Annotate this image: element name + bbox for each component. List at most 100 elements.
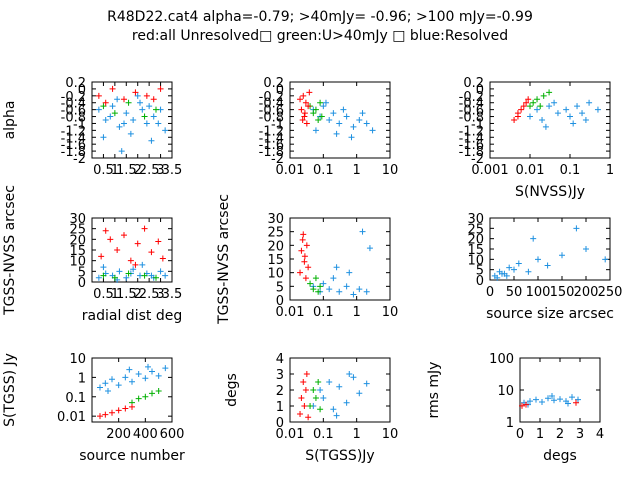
data-point-green xyxy=(317,283,324,290)
data-point-red xyxy=(301,113,308,120)
data-point-green xyxy=(111,110,118,117)
data-point-green xyxy=(318,113,325,120)
data-point-blue xyxy=(336,120,343,127)
data-point-blue xyxy=(551,397,557,404)
y-tick-label: 1 xyxy=(506,416,514,431)
data-point-red xyxy=(302,387,309,393)
y-tick-label: -0.4 xyxy=(259,97,284,112)
y-tick-label: -1 xyxy=(73,117,86,132)
data-point-blue xyxy=(542,123,549,130)
y-tick-label: -1.6 xyxy=(459,138,484,153)
data-point-blue xyxy=(359,228,366,235)
x-tick-label: 50 xyxy=(506,285,523,300)
data-point-blue xyxy=(343,399,350,406)
data-point-red xyxy=(306,89,313,96)
data-point-red xyxy=(297,269,304,276)
x-tick-label: 100 xyxy=(526,285,551,300)
data-point-blue xyxy=(569,394,575,401)
y-axis-label: TGSS-NVSS arcsec xyxy=(2,185,18,316)
data-point-blue xyxy=(326,117,333,123)
data-point-green xyxy=(310,110,317,117)
data-point-blue xyxy=(340,106,347,113)
data-point-green xyxy=(141,272,148,279)
data-point-blue xyxy=(533,396,539,403)
data-point-red xyxy=(102,411,109,418)
y-tick-label: 2 xyxy=(276,384,284,399)
data-point-red xyxy=(121,96,127,103)
data-point-blue xyxy=(137,99,143,106)
y-tick-label: 20 xyxy=(69,233,86,248)
data-point-red xyxy=(518,106,525,113)
plot-frame xyxy=(91,217,173,283)
data-point-blue xyxy=(139,106,146,113)
x-tick-label: 10 xyxy=(382,305,399,320)
data-point-blue xyxy=(356,286,363,293)
data-point-blue xyxy=(118,148,125,155)
data-point-red xyxy=(301,110,308,117)
data-point-red xyxy=(134,240,141,247)
data-point-green xyxy=(307,403,314,409)
y-tick-label: 25 xyxy=(467,222,484,237)
data-point-blue xyxy=(525,268,532,275)
data-point-blue xyxy=(567,113,573,120)
y-tick-label: 10 xyxy=(467,253,484,268)
data-point-green xyxy=(153,274,159,281)
data-point-green xyxy=(100,272,107,279)
x-tick-label: 0.01 xyxy=(276,427,305,442)
data-point-green xyxy=(141,113,148,120)
y-tick-label: 15 xyxy=(69,244,86,259)
y-axis-label: degs xyxy=(224,373,240,407)
data-point-blue xyxy=(320,280,327,287)
y-tick-label: 0.01 xyxy=(57,410,86,425)
data-point-red xyxy=(297,96,304,103)
data-point-blue xyxy=(582,117,589,123)
chart-title-line-2: red:all Unresolved□ green:U>40mJy □ blue… xyxy=(131,28,509,44)
data-point-blue xyxy=(586,99,593,106)
data-point-blue xyxy=(503,272,510,279)
x-tick-label: 1.5 xyxy=(116,287,137,302)
data-point-blue xyxy=(312,127,319,134)
data-point-green xyxy=(307,280,314,287)
data-point-blue xyxy=(539,117,546,123)
panel-1: 0.511.522.533.50.20-0.2-0.4-0.6-0.8-1-1.… xyxy=(2,76,182,178)
data-point-blue xyxy=(100,264,107,271)
y-tick-label: -0.2 xyxy=(61,90,86,105)
data-point-blue xyxy=(551,99,558,106)
data-point-blue xyxy=(350,374,357,381)
data-point-blue xyxy=(350,123,357,130)
data-point-blue xyxy=(123,110,130,117)
data-point-green xyxy=(125,99,132,106)
y-tick-label: 25 xyxy=(267,226,284,241)
data-point-blue xyxy=(363,120,370,127)
x-tick-label: 3.5 xyxy=(162,163,183,178)
data-point-blue xyxy=(534,106,541,113)
data-point-blue xyxy=(346,371,353,377)
x-tick-label: 0.1 xyxy=(313,305,334,320)
data-point-blue xyxy=(326,379,333,385)
data-point-green xyxy=(317,99,324,106)
y-axis-label: S(TGSS) Jy xyxy=(2,353,18,427)
y-tick-label: -1 xyxy=(471,117,484,132)
data-point-blue xyxy=(322,99,329,106)
y-tick-label: 15 xyxy=(467,243,484,258)
y-tick-label: 0.1 xyxy=(65,391,86,406)
x-tick-label: 1 xyxy=(606,163,614,178)
y-tick-label: -1.8 xyxy=(259,145,284,160)
data-point-blue xyxy=(95,106,102,113)
y-axis-label: rms mJy xyxy=(426,362,442,419)
data-point-blue xyxy=(317,387,324,393)
data-point-blue xyxy=(574,103,581,110)
x-tick-label: 0.01 xyxy=(516,163,545,178)
data-point-blue xyxy=(320,103,327,110)
y-tick-label: 0 xyxy=(78,276,86,291)
data-point-red xyxy=(303,242,310,249)
x-tick-label: 250 xyxy=(598,285,623,300)
data-point-green xyxy=(153,106,159,113)
data-point-blue xyxy=(336,288,343,295)
data-point-red xyxy=(109,85,116,92)
y-tick-label: -1.2 xyxy=(459,124,484,139)
data-point-green xyxy=(527,103,533,110)
y-tick-label: 0 xyxy=(78,83,86,98)
data-point-red xyxy=(300,231,307,238)
